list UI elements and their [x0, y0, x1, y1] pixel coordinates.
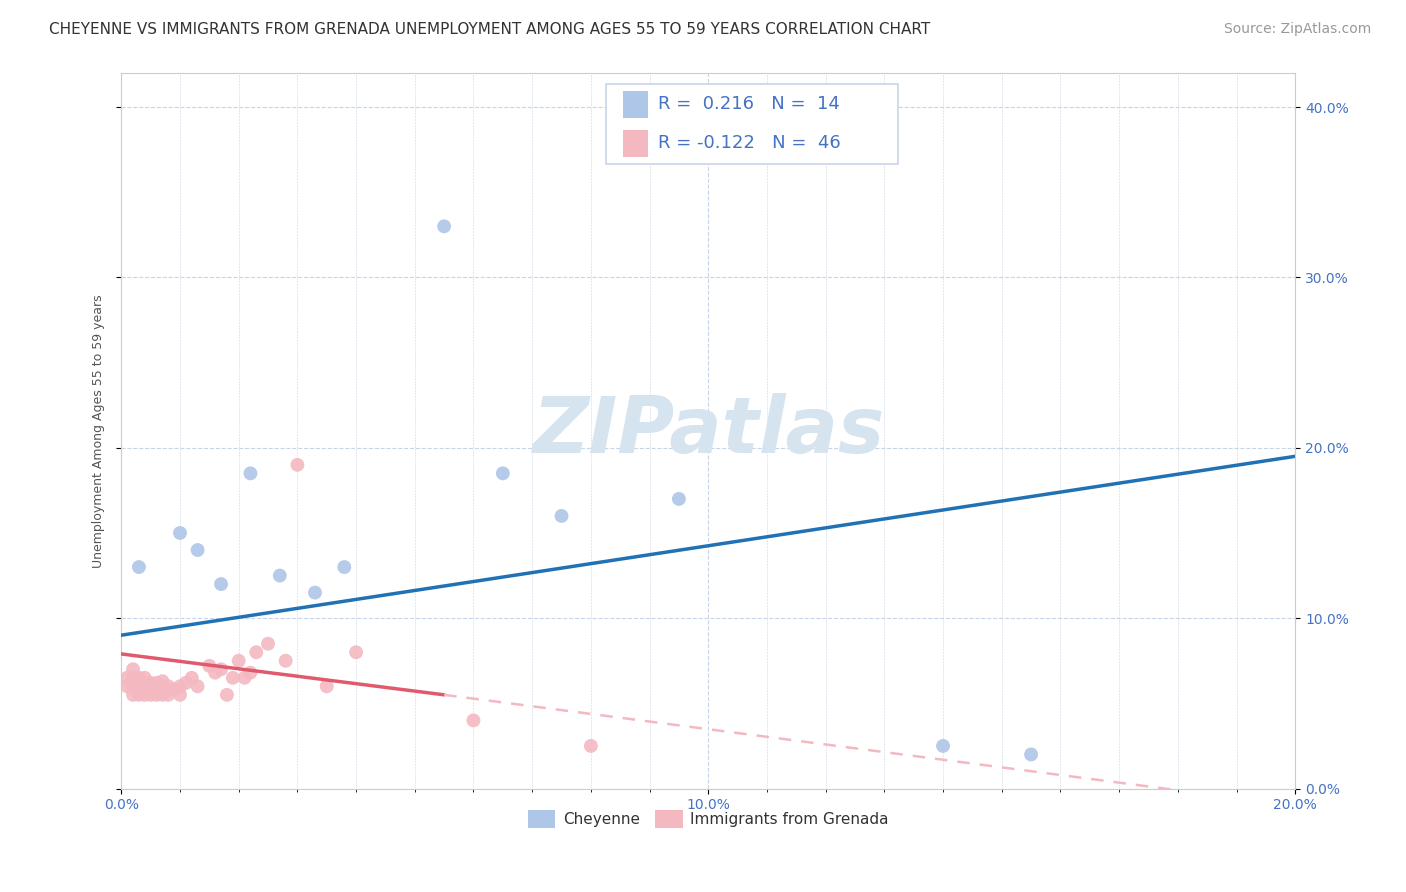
Point [134, 688, 156, 702]
Text: R =  0.216   N =  14: R = 0.216 N = 14 [658, 95, 839, 113]
Point [163, 682, 186, 697]
Point [145, 676, 167, 690]
Point [150, 679, 173, 693]
Point [209, 662, 232, 676]
FancyBboxPatch shape [606, 84, 898, 164]
Point [134, 671, 156, 685]
Point [169, 526, 191, 541]
Text: Source: ZipAtlas.com: Source: ZipAtlas.com [1223, 22, 1371, 37]
Point [239, 467, 262, 481]
Point [169, 688, 191, 702]
Point [579, 739, 602, 753]
FancyBboxPatch shape [623, 129, 648, 157]
Text: ZIPatlas: ZIPatlas [531, 392, 884, 469]
Point [122, 671, 145, 685]
Y-axis label: Unemployment Among Ages 55 to 59 years: Unemployment Among Ages 55 to 59 years [93, 294, 105, 567]
Point [122, 688, 145, 702]
Legend: Cheyenne, Immigrants from Grenada: Cheyenne, Immigrants from Grenada [522, 804, 894, 835]
Point [287, 458, 309, 472]
Point [128, 688, 150, 702]
Point [150, 682, 173, 697]
Point [180, 671, 202, 685]
Point [122, 662, 145, 676]
Point [115, 671, 138, 685]
Point [157, 688, 180, 702]
Point [145, 688, 167, 702]
Point [139, 682, 162, 697]
Point [150, 674, 173, 689]
Point [145, 682, 167, 697]
Point [157, 679, 180, 693]
Point [139, 688, 162, 702]
Point [269, 568, 291, 582]
Point [204, 665, 226, 680]
Point [257, 637, 280, 651]
FancyBboxPatch shape [623, 91, 648, 118]
Point [150, 688, 173, 702]
Point [932, 739, 955, 753]
Point [128, 671, 150, 685]
Point [198, 658, 221, 673]
Point [122, 679, 145, 693]
Point [169, 679, 191, 693]
Point [239, 665, 262, 680]
Point [128, 679, 150, 693]
Point [187, 543, 209, 558]
Point [668, 491, 690, 506]
Point [492, 467, 515, 481]
Point [315, 679, 337, 693]
Point [222, 671, 245, 685]
Point [274, 654, 297, 668]
Point [215, 688, 238, 702]
Point [115, 679, 138, 693]
Point [304, 585, 326, 599]
Point [433, 219, 456, 234]
Point [187, 679, 209, 693]
Point [463, 714, 485, 728]
Point [233, 671, 256, 685]
Point [1019, 747, 1042, 762]
Point [333, 560, 356, 574]
Point [128, 560, 150, 574]
Point [344, 645, 367, 659]
Point [139, 676, 162, 690]
Point [134, 679, 156, 693]
Point [245, 645, 267, 659]
Point [228, 654, 250, 668]
Point [174, 676, 197, 690]
Point [550, 508, 572, 523]
Text: R = -0.122   N =  46: R = -0.122 N = 46 [658, 134, 841, 153]
Text: CHEYENNE VS IMMIGRANTS FROM GRENADA UNEMPLOYMENT AMONG AGES 55 TO 59 YEARS CORRE: CHEYENNE VS IMMIGRANTS FROM GRENADA UNEM… [49, 22, 931, 37]
Point [209, 577, 232, 591]
